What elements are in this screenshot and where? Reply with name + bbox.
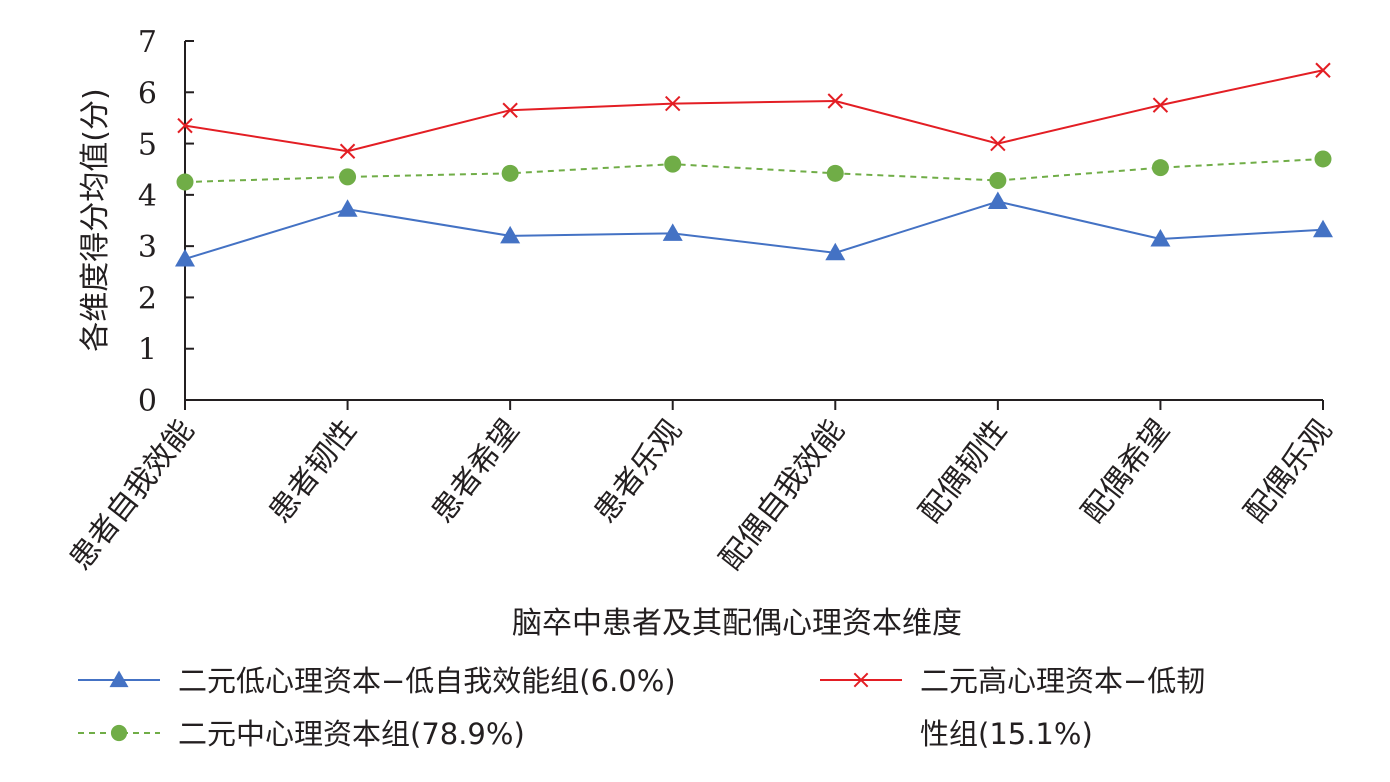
x-tick-labels: 患者自我效能 患者韧性 患者希望 患者乐观 配偶自我效能 配偶韧性 配偶希望 配偶乐观 [63,413,1339,576]
legend-marker-1 [109,670,129,688]
y-tick-label: 3 [138,230,157,265]
data-point-series-3 [826,164,844,182]
y-axis-title: 各维度得分均值(分) [78,88,113,351]
x-tick-label: 患者希望 [425,413,526,529]
data-point-series-2 [665,95,681,112]
x-tick-label: 配偶乐观 [1238,413,1339,529]
y-tick-label: 2 [138,281,157,316]
series-line-2 [184,69,1324,153]
series-line-3 [184,157,1324,184]
legend: 二元低心理资本−低自我效能组(6.0%) 二元中心理资本组(78.9%) 二元高心理… [78,664,1205,751]
x-marker-stroke [990,135,1006,152]
data-point-series-2 [502,102,518,118]
axes [184,40,1324,410]
x-tick-label: 配偶自我效能 [713,413,851,576]
legend-marker-3 [853,672,869,688]
data-point-series-3 [1314,150,1332,168]
y-tick-label: 5 [138,128,157,163]
series-markers [175,62,1333,267]
x-marker-stroke [502,102,518,118]
data-point-series-1 [500,225,521,244]
y-tick-label: 1 [138,333,157,368]
y-tick-label: 7 [138,25,157,60]
series-line-1 [184,200,1324,260]
y-tick-label: 0 [138,384,157,419]
data-point-series-3 [664,155,682,173]
data-point-series-1 [337,199,358,217]
data-point-series-2 [1152,97,1169,113]
legend-label-3: 性组(15.1%) [920,717,1093,751]
x-marker-stroke [827,93,843,109]
legend-label-3: 二元高心理资本−低韧 [920,664,1205,698]
data-point-series-3 [176,173,194,191]
y-tick-label: 6 [138,76,157,111]
data-point-series-1 [1150,228,1171,247]
x-marker-stroke [853,672,869,688]
x-axis-title: 脑卒中患者及其配偶心理资本维度 [512,606,962,641]
data-point-series-1 [987,191,1008,210]
x-marker-stroke [665,95,681,112]
x-tick-label: 患者自我效能 [63,413,201,576]
data-point-series-3 [339,168,357,186]
data-point-series-1 [1313,219,1333,238]
x-marker-stroke [1315,62,1331,78]
data-point-series-2 [339,143,356,159]
data-point-series-1 [825,242,846,261]
y-tick-labels: 0 1 2 3 4 5 6 7 [138,25,157,419]
data-point-series-1 [662,223,683,241]
legend-marker-2 [110,724,128,742]
series-lines [184,69,1324,260]
data-point-series-3 [501,164,519,182]
data-point-series-1 [175,248,195,267]
legend-label-2: 二元中心理资本组(78.9%) [178,717,525,751]
x-marker-stroke [177,117,193,134]
data-point-series-3 [1151,159,1169,177]
data-point-series-2 [827,93,843,109]
x-tick-label: 患者韧性 [262,413,363,529]
x-tick-label: 配偶希望 [1075,413,1176,529]
data-point-series-2 [990,135,1006,152]
x-tick-label: 患者乐观 [588,413,689,529]
data-point-series-2 [1315,62,1331,78]
x-marker-stroke [1152,97,1169,113]
x-tick-label: 配偶韧性 [913,413,1014,529]
data-point-series-3 [989,171,1007,189]
data-point-series-2 [177,117,193,134]
x-marker-stroke [339,143,356,159]
legend-label-1: 二元低心理资本−低自我效能组(6.0%) [178,664,676,698]
y-tick-label: 4 [138,179,157,214]
